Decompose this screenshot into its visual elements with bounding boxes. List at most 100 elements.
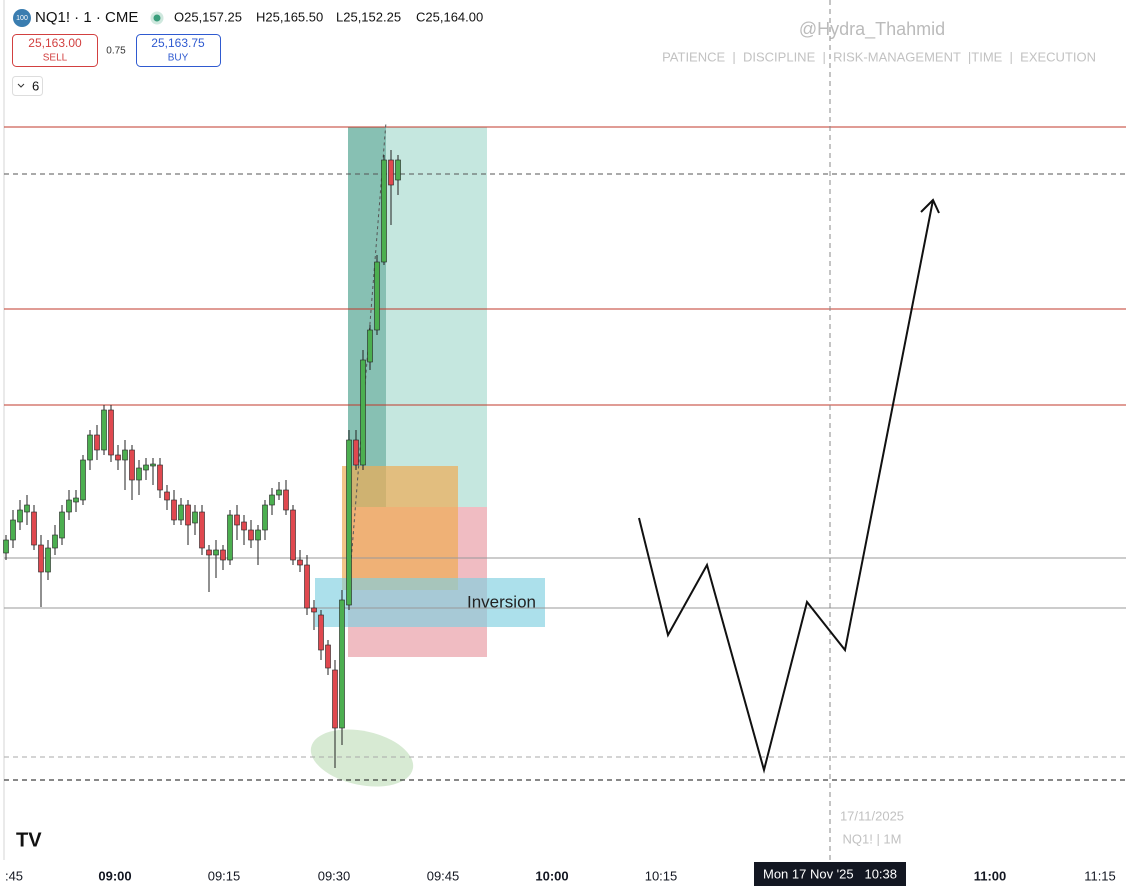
candle-body: [339, 599, 345, 729]
footer-symbol: NQ1! | 1M: [842, 831, 901, 846]
sell-button[interactable]: [12, 34, 98, 67]
candle-body: [283, 489, 289, 511]
candle-body: [255, 529, 261, 541]
candle-body: [108, 409, 114, 456]
sell-price: 25,163.00: [28, 36, 82, 50]
candle-body: [185, 504, 191, 526]
candle-body: [38, 544, 44, 573]
candle-body: [199, 511, 205, 549]
badge-text: 100: [16, 15, 28, 22]
candle-body: [136, 467, 142, 481]
inversion-zone[interactable]: [315, 578, 545, 627]
candle-body: [227, 514, 233, 561]
x-tick-label: 09:45: [427, 868, 460, 883]
symbol[interactable]: NQ1! · 1 · CME: [35, 9, 138, 26]
candle-body: [318, 614, 324, 651]
candle-body: [213, 549, 219, 556]
x-tick-label: 11:00: [974, 868, 1007, 883]
candle-body: [17, 509, 23, 523]
ohlc-low: L25,152.25: [336, 9, 401, 24]
logo: TV: [16, 829, 42, 851]
candle-body: [269, 494, 275, 506]
x-tick-label: 10:00: [535, 868, 568, 883]
candle-body: [31, 511, 37, 546]
candle-body: [94, 434, 100, 451]
ohlc-close: C25,164.00: [416, 9, 483, 24]
status-dot: [150, 11, 164, 25]
candle-body: [73, 497, 79, 503]
buy-price: 25,163.75: [151, 36, 205, 50]
x-tick-label: :45: [5, 868, 23, 883]
candle-body: [87, 434, 93, 461]
projection-path[interactable]: [638, 199, 934, 774]
candle-body: [290, 509, 296, 561]
candle-body: [129, 449, 135, 481]
x-axis: :45 09:00 09:15 09:30 09:45 10:00 10:15 11:00 11…: [5, 868, 1116, 883]
candle-body: [220, 549, 226, 561]
chevron: [17, 83, 25, 88]
candle-body: [115, 454, 121, 461]
x-tick-label: 09:30: [318, 868, 351, 883]
watermark-handle: @Hydra_Thahmid: [799, 19, 945, 40]
candle-body: [206, 549, 212, 556]
candle-body: [353, 439, 359, 466]
fvg-zone: [342, 466, 458, 590]
candle-body: [234, 514, 240, 526]
annotation: Inversion: [467, 592, 536, 611]
indicator-toggle[interactable]: [12, 76, 43, 96]
candle-body: [150, 463, 156, 467]
watermark-motto: PATIENCE | DISCIPLINE | RISK-MANAGEMENT …: [662, 49, 1096, 64]
candle-body: [304, 564, 310, 609]
candle-body: [52, 534, 58, 549]
badge: [13, 9, 31, 27]
candle-body: [332, 669, 338, 729]
candle-body: [192, 511, 198, 524]
candle-body: [388, 159, 394, 186]
sell-label: SELL: [43, 53, 68, 64]
candle-body: [297, 559, 303, 566]
candle-body: [157, 464, 163, 491]
candle-body: [276, 489, 282, 496]
buy-button[interactable]: [136, 34, 221, 67]
candle-body: [59, 511, 65, 539]
trend-line[interactable]: [347, 121, 387, 601]
candle-body: [45, 547, 51, 573]
buy-label: BUY: [168, 53, 189, 64]
candle-body: [24, 504, 30, 513]
candle-body: [346, 439, 352, 606]
x-tick-label: 11:15: [1084, 868, 1116, 883]
projection-arrow: [920, 198, 940, 214]
candle-body: [262, 504, 268, 531]
x-tick-label: 09:00: [98, 868, 131, 883]
candle-body: [66, 499, 72, 513]
candle-body: [171, 499, 177, 521]
candle-body: [3, 539, 9, 554]
crosshair-label: Mon 17 Nov '25 10:38: [763, 866, 897, 881]
footer-date: 17/11/2025: [840, 808, 904, 823]
candle-body: [381, 159, 387, 263]
ohlc-open: O25,157.25: [174, 9, 242, 24]
candle-body: [311, 607, 317, 613]
x-tick-label: 10:15: [645, 868, 678, 883]
candle-body: [367, 329, 373, 363]
liquidity-ellipse[interactable]: [306, 721, 419, 795]
candle-body: [164, 491, 170, 501]
candle-body: [374, 261, 380, 331]
candle-body: [10, 519, 16, 541]
candle-body: [143, 464, 149, 471]
candle-body: [101, 409, 107, 451]
x-tick-label: 09:15: [208, 868, 241, 883]
spread: 0.75: [106, 46, 126, 57]
levels: [4, 0, 1126, 860]
candle-body: [325, 644, 331, 669]
crosshair-label-bg: [754, 862, 906, 886]
candle-body: [360, 359, 366, 466]
candle-body: [122, 449, 128, 461]
candle-body: [241, 521, 247, 531]
candle-body: [248, 529, 254, 541]
candles: [3, 150, 401, 768]
candle-body: [395, 159, 401, 181]
ohlc-high: H25,165.50: [256, 9, 323, 24]
